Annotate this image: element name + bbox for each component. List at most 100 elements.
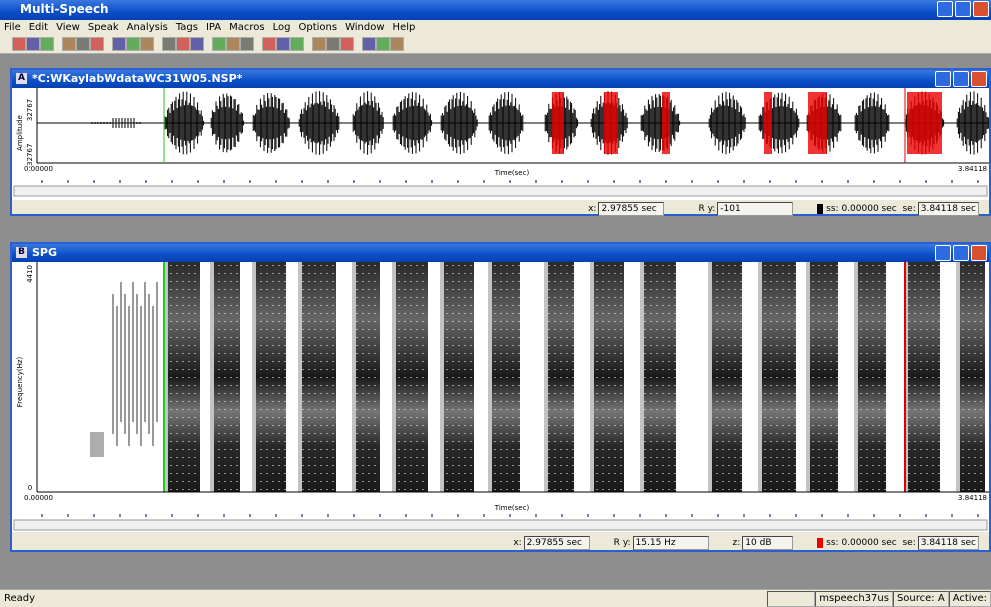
scrollbar[interactable] xyxy=(14,520,987,530)
harmonics xyxy=(444,262,474,492)
tool-button[interactable] xyxy=(126,37,140,51)
selection-mark xyxy=(662,92,670,154)
maximize[interactable] xyxy=(953,245,969,261)
field: 2.97855 sec xyxy=(598,202,664,216)
menu-item[interactable]: Options xyxy=(299,22,338,33)
tool-button[interactable] xyxy=(362,37,376,51)
tool-button[interactable] xyxy=(162,37,176,51)
harmonics xyxy=(356,262,380,492)
tool-button[interactable] xyxy=(262,37,276,51)
menu-item[interactable]: Tags xyxy=(176,22,198,33)
harmonics xyxy=(548,262,574,492)
tool-button[interactable] xyxy=(376,37,390,51)
menu-item[interactable]: Help xyxy=(393,22,416,33)
minimize[interactable] xyxy=(935,245,951,261)
x-end: 3.84118 xyxy=(958,165,987,173)
tool-button[interactable] xyxy=(76,37,90,51)
status-pane: Source: A xyxy=(893,591,949,607)
x-axis-label: Time(sec) xyxy=(494,169,530,177)
status-bar: Ready mspeech37usSource: AActive: xyxy=(0,589,991,607)
tool-button[interactable] xyxy=(40,37,54,51)
menu-item[interactable]: Window xyxy=(345,22,384,33)
tool-button[interactable] xyxy=(240,37,254,51)
spectral-band xyxy=(140,306,142,446)
tool-button[interactable] xyxy=(326,37,340,51)
spectral-edge xyxy=(392,262,396,492)
harmonics xyxy=(810,262,838,492)
tool-button[interactable] xyxy=(140,37,154,51)
spectral-edge xyxy=(352,262,356,492)
waveform-view: Amplitude 32767 -32767 0.00000 3.84118 T… xyxy=(12,88,989,200)
spectral-edge xyxy=(758,262,762,492)
window-badge: A xyxy=(16,73,27,84)
tool-button[interactable] xyxy=(312,37,326,51)
harmonics xyxy=(492,262,520,492)
app-title-bar: Multi-Speech xyxy=(0,0,991,20)
field: 3.84118 sec xyxy=(918,202,979,216)
label: y: xyxy=(708,204,716,214)
restore[interactable] xyxy=(955,1,971,17)
tool-button[interactable] xyxy=(290,37,304,51)
label: R xyxy=(614,538,620,548)
spectral-edge xyxy=(956,262,960,492)
toolbar xyxy=(0,35,991,54)
tool-button[interactable] xyxy=(212,37,226,51)
spectral-band xyxy=(112,294,114,434)
spectral-edge xyxy=(806,262,810,492)
x-start: 0.00000 xyxy=(24,494,53,502)
menu-item[interactable]: Log xyxy=(273,22,291,33)
tool-button[interactable] xyxy=(276,37,290,51)
menu-item[interactable]: Edit xyxy=(29,22,48,33)
label: se: xyxy=(902,538,915,548)
tool-button[interactable] xyxy=(340,37,354,51)
field: 3.84118 sec xyxy=(918,536,979,550)
y-top: 32767 xyxy=(26,99,34,121)
tool-button[interactable] xyxy=(176,37,190,51)
harmonics xyxy=(858,262,886,492)
spectral-band xyxy=(124,294,126,434)
menu-item[interactable]: IPA xyxy=(206,22,221,33)
tool-button[interactable] xyxy=(90,37,104,51)
scrollbar[interactable] xyxy=(14,186,987,196)
app-title: Multi-Speech xyxy=(20,2,109,16)
spectral-edge xyxy=(252,262,256,492)
label: x: xyxy=(588,204,596,214)
tool-button[interactable] xyxy=(62,37,76,51)
harmonics xyxy=(214,262,240,492)
spectral-edge xyxy=(210,262,214,492)
y-bottom: 0 xyxy=(28,484,32,492)
selection-mark xyxy=(604,92,618,154)
field: -101 xyxy=(717,202,793,216)
minimize[interactable] xyxy=(937,1,953,17)
spectral-band xyxy=(148,294,150,434)
spectral-edge xyxy=(440,262,444,492)
spectral-edge xyxy=(854,262,858,492)
spectral-band xyxy=(90,432,104,457)
spectral-edge xyxy=(488,262,492,492)
spectral-edge xyxy=(590,262,594,492)
tool-button[interactable] xyxy=(390,37,404,51)
minimize[interactable] xyxy=(935,71,951,87)
menu-item[interactable]: View xyxy=(56,22,80,33)
spectral-band xyxy=(116,306,118,446)
tool-button[interactable] xyxy=(26,37,40,51)
menu-item[interactable]: Speak xyxy=(88,22,119,33)
tool-button[interactable] xyxy=(112,37,126,51)
x-end: 3.84118 xyxy=(958,494,987,502)
selection-mark xyxy=(808,92,827,154)
close[interactable] xyxy=(973,1,989,17)
harmonics xyxy=(396,262,428,492)
close[interactable] xyxy=(971,245,987,261)
spectral-edge xyxy=(708,262,712,492)
tool-button[interactable] xyxy=(12,37,26,51)
menu-item[interactable]: Macros xyxy=(229,22,264,33)
tool-button[interactable] xyxy=(226,37,240,51)
maximize[interactable] xyxy=(953,71,969,87)
label: z: xyxy=(733,538,741,548)
close[interactable] xyxy=(971,71,987,87)
menu-item[interactable]: File xyxy=(4,22,21,33)
spectral-band xyxy=(136,294,138,434)
harmonics xyxy=(256,262,286,492)
tool-button[interactable] xyxy=(190,37,204,51)
menu-item[interactable]: Analysis xyxy=(127,22,168,33)
